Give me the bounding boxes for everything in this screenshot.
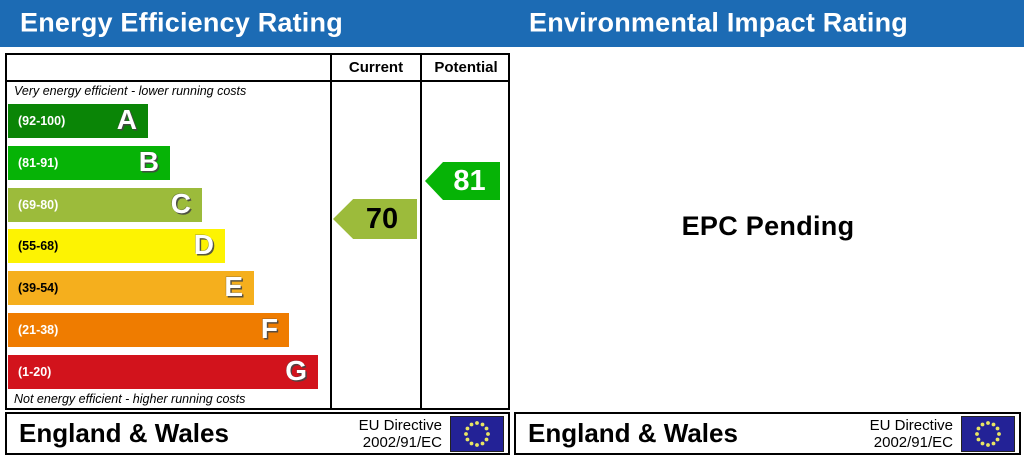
- footer-left: England & Wales EU Directive 2002/91/EC: [5, 412, 510, 455]
- epc-pending-message: EPC Pending: [681, 211, 855, 241]
- region-label: England & Wales: [19, 418, 229, 448]
- band-letter: F: [260, 313, 278, 345]
- band-range-label: (1-20): [18, 365, 52, 379]
- current-column-divider: [330, 55, 332, 408]
- band-f: (21-38) F: [8, 313, 289, 347]
- band-b: (81-91) B: [8, 146, 170, 180]
- band-range-label: (92-100): [18, 114, 66, 128]
- header-bar: Energy Efficiency Rating Environmental I…: [0, 0, 1024, 47]
- inefficient-note: Not energy efficient - higher running co…: [14, 392, 246, 406]
- eu-directive-label: EU Directive 2002/91/EC: [358, 416, 442, 451]
- environmental-impact-title: Environmental Impact Rating: [529, 6, 908, 37]
- potential-rating-arrow: 81: [425, 162, 500, 200]
- band-letter: A: [116, 104, 137, 136]
- band-range-label: (39-54): [18, 281, 59, 295]
- footer-right: England & Wales EU Directive 2002/91/EC: [514, 412, 1021, 455]
- band-a: (92-100) A: [8, 104, 148, 138]
- energy-rating-panel: Current Potential Very energy efficient …: [5, 53, 510, 410]
- energy-efficiency-title: Energy Efficiency Rating: [20, 6, 343, 37]
- efficient-note: Very energy efficient - lower running co…: [14, 84, 247, 98]
- band-range-label: (81-91): [18, 156, 59, 170]
- band-letter: E: [224, 271, 243, 303]
- eu-directive-label: EU Directive 2002/91/EC: [869, 416, 953, 451]
- band-e: (39-54) E: [8, 271, 254, 305]
- band-letter: G: [285, 355, 307, 387]
- band-g: (1-20) G: [8, 355, 318, 389]
- potential-column-header: Potential: [434, 59, 498, 76]
- band-letter: D: [193, 229, 214, 261]
- band-letter: B: [138, 146, 159, 178]
- current-rating-arrow: 70: [333, 199, 417, 239]
- header-row-divider: [7, 80, 508, 82]
- potential-column-divider: [420, 55, 422, 408]
- eu-flag-icon: [961, 415, 1015, 452]
- band-letter: C: [170, 188, 191, 220]
- band-c: (69-80) C: [8, 188, 202, 222]
- band-d: (55-68) D: [8, 229, 225, 263]
- band-range-label: (21-38): [18, 323, 59, 337]
- current-column-header: Current: [348, 59, 404, 76]
- eu-flag-icon: [450, 415, 504, 452]
- band-range-label: (69-80): [18, 198, 59, 212]
- region-label: England & Wales: [528, 418, 738, 448]
- band-range-label: (55-68): [18, 239, 59, 253]
